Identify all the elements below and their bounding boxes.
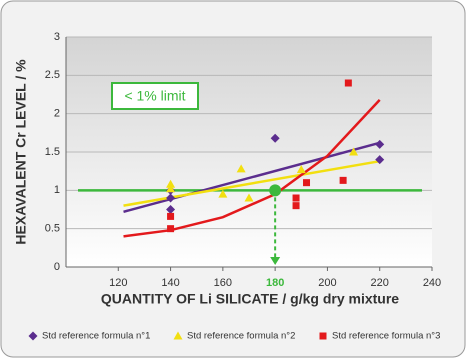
point	[296, 165, 306, 174]
point	[292, 202, 300, 210]
legend-marker	[319, 332, 327, 340]
point	[167, 225, 175, 233]
trend-line	[123, 99, 381, 238]
x-axis-title: QUANTITY OF Li SILICATE / g/kg dry mixtu…	[101, 291, 399, 307]
annotation: < 1% limit	[124, 88, 185, 104]
x-tick-label: 120	[109, 277, 127, 289]
limit-arrow	[270, 257, 281, 265]
legend-marker	[28, 331, 38, 341]
x-tick-label: 140	[161, 277, 179, 289]
y-tick-label: 3	[54, 31, 60, 43]
trend-line	[123, 159, 380, 207]
y-tick-label: 0.5	[45, 223, 60, 235]
point	[303, 179, 311, 187]
point	[236, 164, 246, 173]
point	[166, 179, 176, 188]
point	[292, 194, 300, 202]
x-tick-label: 240	[423, 277, 441, 289]
annotation-box	[111, 82, 199, 110]
point	[375, 139, 385, 149]
x-tick-label: 160	[214, 277, 232, 289]
point	[166, 205, 176, 214]
legend-marker	[173, 331, 183, 340]
point	[375, 155, 385, 165]
point	[166, 184, 176, 193]
y-tick-label: 1.5	[45, 146, 60, 158]
x-tick-label: 180	[266, 277, 284, 289]
point	[166, 193, 176, 203]
legend-label: Std reference formula n°1	[42, 331, 150, 342]
y-tick-label: 1	[54, 184, 60, 196]
point	[349, 147, 359, 156]
point	[244, 193, 254, 202]
x-tick-label: 200	[318, 277, 336, 289]
y-tick-label: 2	[54, 108, 60, 120]
legend-label: Std reference formula n°3	[332, 331, 440, 342]
point	[270, 133, 280, 143]
limit-point	[269, 184, 282, 197]
x-tick-label: 220	[371, 277, 389, 289]
legend-label: Std reference formula n°2	[187, 331, 295, 342]
y-tick-label: 0	[54, 261, 60, 273]
point	[344, 79, 352, 87]
point	[167, 212, 175, 220]
trend-line	[123, 141, 381, 214]
y-axis-title: HEXAVALENT Cr LEVEL / %	[13, 59, 29, 245]
point	[218, 189, 228, 198]
y-tick-label: 2.5	[45, 69, 60, 81]
point	[339, 176, 347, 184]
